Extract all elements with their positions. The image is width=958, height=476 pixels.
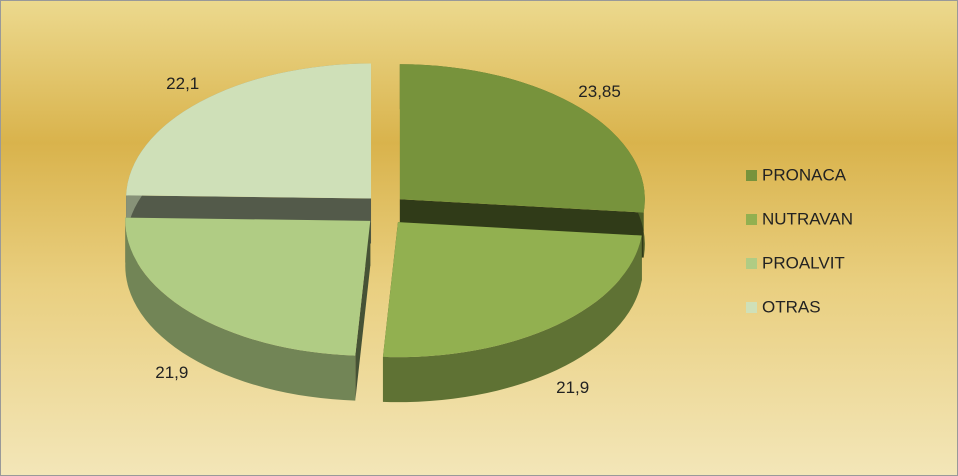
data-label: 22,1 <box>166 74 199 93</box>
slice-side <box>125 217 356 401</box>
legend-swatch <box>746 170 757 181</box>
legend-label: OTRAS <box>762 297 821 316</box>
legend-swatch <box>746 258 757 269</box>
slice <box>126 63 372 199</box>
data-label: 23,85 <box>578 82 621 101</box>
slice <box>382 222 642 358</box>
legend-swatch <box>746 214 757 225</box>
legend-label: NUTRAVAN <box>762 209 853 228</box>
data-label: 21,9 <box>556 378 589 397</box>
legend-label: PRONACA <box>762 165 847 184</box>
legend-swatch <box>746 302 757 313</box>
slice <box>125 217 371 356</box>
data-label: 21,9 <box>155 363 188 382</box>
slice <box>399 64 645 213</box>
legend-label: PROALVIT <box>762 253 845 272</box>
slice-side <box>382 235 642 403</box>
